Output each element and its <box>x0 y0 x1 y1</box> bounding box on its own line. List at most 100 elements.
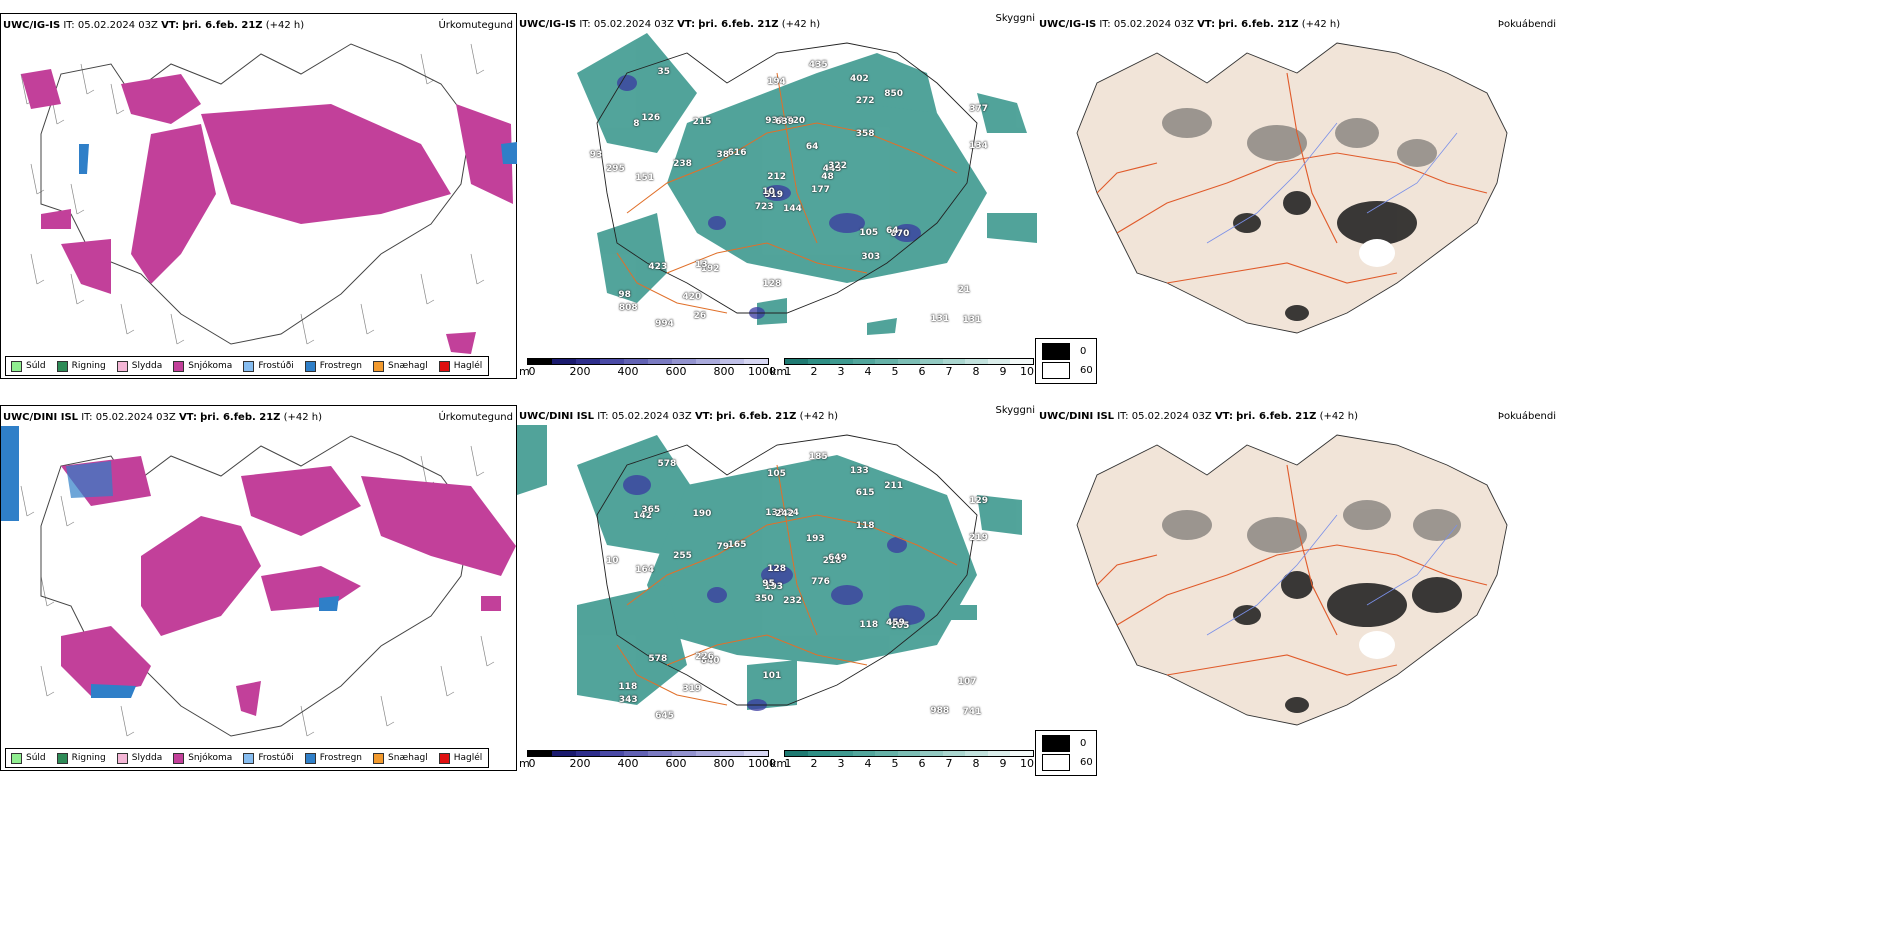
visibility-value: 645 <box>655 711 674 722</box>
panel-header: UWC/DINI ISL IT: 05.02.2024 03Z VT: þri.… <box>519 411 839 422</box>
visibility-value: 26 <box>693 311 707 322</box>
visibility-map <box>577 33 1037 335</box>
visibility-value: 118 <box>618 682 638 693</box>
panel-title: Úrkomutegund <box>438 20 513 31</box>
visibility-value: 377 <box>969 104 989 115</box>
visibility-value: 616 <box>727 147 747 158</box>
visibility-value: 35 <box>657 66 670 77</box>
visibility-value: 218 <box>822 555 842 566</box>
visibility-value: 988 <box>930 706 950 717</box>
visibility-value: 151 <box>635 172 655 183</box>
visibility-value: 126 <box>641 113 661 124</box>
visibility-value: 79 <box>716 541 729 552</box>
legend-item: Frostúði <box>243 360 294 372</box>
precip-map <box>1 426 516 737</box>
visibility-value: 93 <box>589 150 603 161</box>
fog-legend-low: 0 <box>1042 343 1086 360</box>
legend-item: Snæhagl <box>373 752 428 764</box>
height-colorbar <box>527 750 769 757</box>
panel-header: UWC/IG-IS IT: 05.02.2024 03Z VT: þri. 6.… <box>519 19 821 30</box>
panel-title: Skyggni <box>995 405 1035 416</box>
visibility-value: 420 <box>682 291 702 302</box>
panel-title: Þokuábendi <box>1497 19 1556 30</box>
visibility-value: 211 <box>884 480 903 491</box>
visibility-value: 21 <box>957 285 971 296</box>
visibility-value: 295 <box>606 164 625 175</box>
visibility-value: 38 <box>716 149 729 160</box>
visibility-value: 177 <box>811 184 830 195</box>
visibility-value: 723 <box>754 201 774 212</box>
legend-item: Haglél <box>438 360 482 372</box>
visibility-value: 185 <box>808 451 828 462</box>
panel-title: Úrkomutegund <box>438 412 513 423</box>
visibility-colorbar <box>784 358 1034 365</box>
visibility-value: 358 <box>855 128 875 139</box>
visibility-value: 24 <box>786 508 799 519</box>
visibility-value: 128 <box>762 279 782 290</box>
legend-item: Súld <box>11 752 46 764</box>
vt-label: VT: <box>161 20 180 31</box>
fog-panel-bottom: UWC/DINI ISL IT: 05.02.2024 03Z VT: þri.… <box>1035 405 1560 776</box>
height-unit: m <box>519 365 530 378</box>
visibility-value: 165 <box>727 539 747 550</box>
visibility-value: 776 <box>811 576 830 587</box>
legend-item: Frostregn <box>304 360 362 372</box>
visibility-value: 107 <box>957 677 977 688</box>
fog-legend: 0 60 <box>1035 338 1097 384</box>
visibility-value: 850 <box>884 88 903 99</box>
legend-item: Rigning <box>56 360 106 372</box>
legend-item: Frostúði <box>243 752 294 764</box>
legend-item: Haglél <box>438 752 482 764</box>
visibility-value: 322 <box>828 161 847 172</box>
visibility-value: 226 <box>695 651 714 662</box>
visibility-value: 48 <box>821 172 834 183</box>
lead-time: (+42 h) <box>265 20 305 31</box>
it-label: IT: <box>63 20 75 31</box>
visibility-value: 194 <box>767 77 786 88</box>
visibility-value: 615 <box>855 487 875 498</box>
visibility-value: 649 <box>828 553 847 564</box>
legend-swatch <box>11 360 22 372</box>
visibility-value: 578 <box>657 458 677 469</box>
precip-panel-bottom: UWC/DINI ISL IT: 05.02.2024 03Z VT: þri.… <box>0 405 517 771</box>
visibility-value: 128 <box>767 563 787 574</box>
legend-item: Slydda <box>116 752 162 764</box>
visibility-value: 365 <box>641 505 661 516</box>
visibility-value: 134 <box>969 140 988 151</box>
wind-barbs <box>20 43 485 345</box>
visibility-value: 105 <box>859 227 879 238</box>
legend-item: Snjókoma <box>173 360 232 372</box>
visibility-value: 64 <box>805 142 819 153</box>
visibility-value: 144 <box>783 204 802 215</box>
visibility-value: 118 <box>855 520 875 531</box>
visibility-value: 98 <box>618 290 631 301</box>
legend-item: Snjókoma <box>173 752 232 764</box>
panel-header: UWC/DINI ISL IT: 05.02.2024 03Z VT: þri.… <box>1039 411 1359 422</box>
visibility-value: 193 <box>764 581 784 592</box>
fog-legend-high: 60 <box>1042 754 1093 771</box>
visibility-value: 138 <box>765 507 785 518</box>
visibility-value: 578 <box>648 653 668 664</box>
legend-item: Frostregn <box>304 752 362 764</box>
visibility-value: 808 <box>618 303 638 314</box>
fog-panel-top: UWC/IG-IS IT: 05.02.2024 03Z VT: þri. 6.… <box>1035 13 1560 384</box>
visibility-value: 272 <box>855 95 875 106</box>
height-unit: m <box>519 757 530 770</box>
visibility-value: 133 <box>849 465 869 476</box>
visibility-value: 343 <box>618 695 638 706</box>
visibility-value: 870 <box>890 229 910 240</box>
visibility-value: 164 <box>635 564 655 575</box>
vis-unit: km <box>770 757 788 770</box>
visibility-value: 741 <box>962 706 982 717</box>
visibility-value: 350 <box>754 593 774 604</box>
visibility-value: 105 <box>890 621 910 632</box>
visibility-value: 193 <box>805 534 825 545</box>
visibility-value: 232 <box>783 596 802 607</box>
visibility-value: 255 <box>673 551 692 562</box>
precip-panel-top: UWC/IG-IS IT: 05.02.2024 03Z VT: þri. 6.… <box>0 13 517 379</box>
visibility-value: 402 <box>849 73 869 84</box>
panel-header: UWC/IG-IS IT: 05.02.2024 03Z VT: þri. 6.… <box>3 20 304 31</box>
visibility-value: 519 <box>764 189 784 200</box>
panel-header: UWC/DINI ISL IT: 05.02.2024 03Z VT: þri.… <box>3 412 323 423</box>
legend-item: Súld <box>11 360 46 372</box>
